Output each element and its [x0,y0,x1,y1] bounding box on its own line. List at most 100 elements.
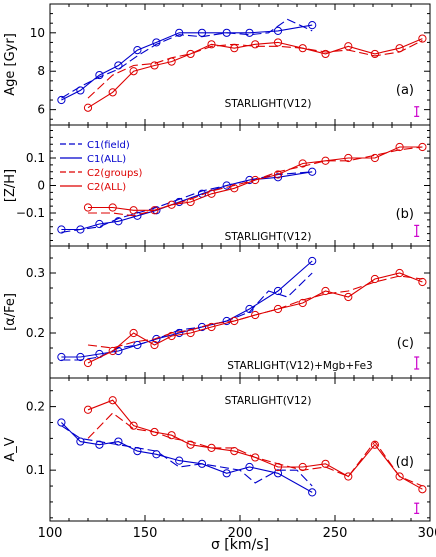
data-point-C2 [83,358,93,368]
y-axis-label: A_V [3,437,18,461]
data-point-C2 [83,103,93,112]
series-line-C2-dashed [87,412,423,487]
panel-3: 0.1 0.2 A_V STARLIGHT(V12) (d) [3,377,431,522]
x-tick-label: 200 [228,526,253,541]
panel-tag: (a) [396,83,414,98]
y-axis-label: Age [Gyr] [3,33,18,96]
data-point-C1 [273,26,283,35]
panel-annotation: STARLIGHT(V12)+Mgb+Fe3 [227,360,372,372]
panel-0: 6 8 10 Age [Gyr] STARLIGHT(V12) (a) [3,3,431,126]
data-point-C2 [207,40,216,49]
data-point-C1 [197,322,207,332]
data-point-C1 [57,95,66,105]
data-point-C2 [167,431,176,440]
panel-2: 0.2 0.3 [α/Fe] STARLIGHT(V12)+Mgb+Fe3 (c) [3,245,431,379]
panel-tag: (c) [397,336,414,351]
data-point-C2 [186,49,195,59]
data-point-C1 [175,28,184,37]
data-point-C2 [251,40,260,49]
data-point-C2 [167,331,176,341]
data-point-C2 [395,142,404,152]
data-point-C2 [370,49,379,59]
data-point-C2 [370,274,379,284]
y-tick-label: 8 [37,64,45,78]
data-point-C2 [273,170,283,179]
data-point-C1 [57,418,66,427]
y-tick-label: 6 [37,103,45,117]
y-tick-label: 0.2 [26,400,45,414]
panel-annotation: STARLIGHT(V12) [225,395,312,407]
error-bar [414,356,420,370]
y-tick-label: 0.1 [26,463,45,477]
data-point-C2 [83,203,93,212]
series-line-C1-solid [61,24,313,101]
x-axis-label: σ [km/s] [211,537,269,553]
panel-annotation: STARLIGHT(V12) [225,98,312,110]
data-point-C2 [418,277,427,287]
data-point-C2 [321,49,330,59]
data-point-C2 [108,396,117,405]
y-tick-label: 0.1 [26,151,45,165]
y-tick-label: 0.3 [26,266,45,280]
data-point-C2 [150,340,159,350]
legend-label: C2(groups) [87,168,142,179]
data-point-C2 [129,328,138,338]
data-point-C2 [129,67,138,76]
y-axis-label: [Z/H] [3,169,18,202]
data-point-C2 [251,310,260,320]
data-point-C2 [298,159,307,168]
x-axis-tick-labels: 100 150 200 250 300 [38,526,436,541]
data-point-C2 [108,88,117,97]
data-point-C1 [76,86,85,95]
series-line-C1-dashed [61,425,313,487]
data-point-C2 [321,286,330,296]
error-bar [414,502,420,514]
data-point-C2 [207,189,216,198]
data-point-C1 [175,328,184,338]
data-point-C1 [114,346,123,356]
legend-label: C1(field) [87,140,130,151]
data-point-C1 [308,256,317,266]
y-tick-label: −0.1 [16,206,45,220]
series-line-C2-dashed [87,40,423,99]
data-point-C2 [108,346,117,356]
series-line-C2-solid [88,146,423,211]
data-point-C1 [222,469,231,478]
data-point-C2 [129,206,138,215]
data-point-C1 [114,61,123,70]
data-point-C1 [76,437,85,446]
data-point-C1 [114,437,123,446]
data-point-C1 [133,340,142,350]
data-point-C1 [95,219,104,229]
data-point-C2 [230,184,239,193]
series-line-C2-solid [87,399,423,490]
series-line-C2-solid [87,272,423,364]
data-point-C2 [418,485,427,494]
data-point-C2 [344,472,353,481]
series-line-C2-solid [87,38,423,109]
data-point-C1 [76,352,85,362]
data-point-C1 [308,21,317,30]
y-tick-label: 0 [37,179,45,193]
data-point-C1 [152,38,161,47]
legend-label: C2(ALL) [87,182,126,193]
data-point-C2 [167,200,176,209]
y-tick-label: 0.2 [26,326,45,340]
data-point-C1 [57,225,66,234]
x-tick-label: 100 [38,526,63,541]
data-point-C1 [245,28,254,37]
data-point-C2 [273,38,283,47]
data-point-C2 [344,153,353,163]
y-tick-label: 10 [30,26,45,40]
data-point-C1 [273,173,283,182]
series-line-C1-dashed [61,18,313,99]
data-point-C1 [57,352,66,362]
data-point-C2 [207,322,216,332]
x-tick-label: 300 [418,526,436,541]
error-bar [414,106,420,117]
data-point-C2 [344,292,353,302]
data-point-C2 [150,61,159,70]
data-point-C2 [186,328,195,338]
panel-tag: (b) [396,207,414,222]
data-point-C2 [150,206,159,215]
